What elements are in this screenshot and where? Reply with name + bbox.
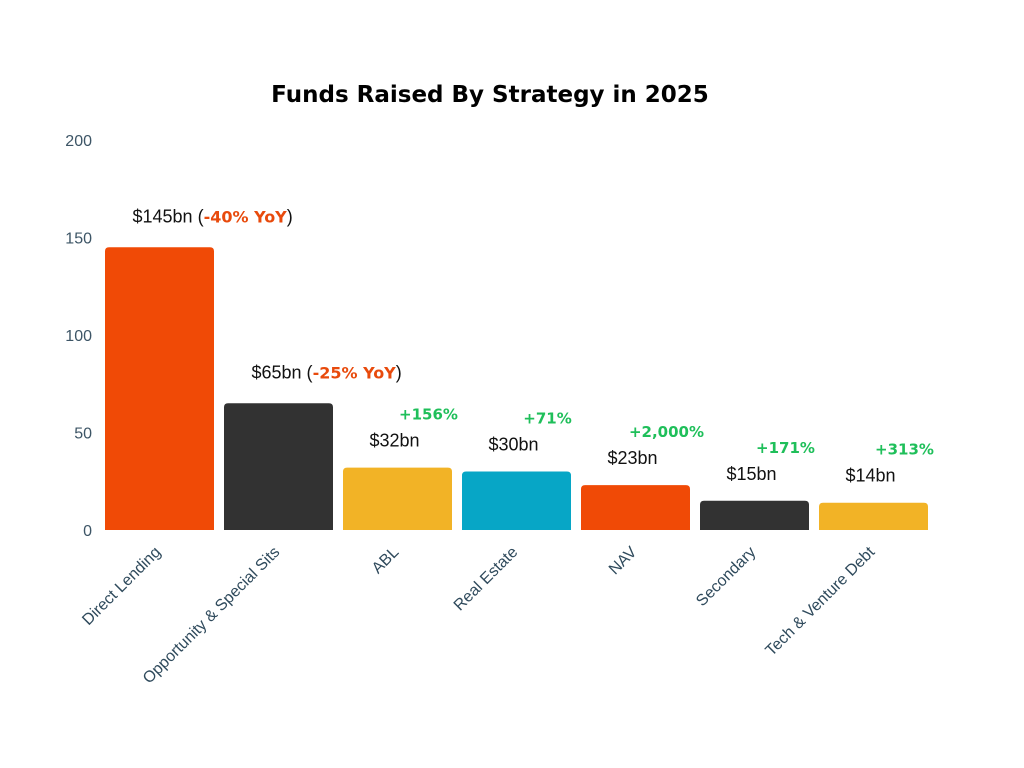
bar bbox=[700, 500, 809, 530]
value-label: $145bn (-40% YoY) bbox=[133, 206, 293, 226]
chart-title: Funds Raised By Strategy in 2025 bbox=[271, 82, 709, 108]
x-tick-label: Direct Lending bbox=[79, 544, 164, 629]
bars bbox=[105, 247, 928, 530]
y-tick-label: 50 bbox=[74, 426, 92, 443]
growth-label: +2,000% bbox=[629, 423, 704, 441]
y-tick-label: 100 bbox=[65, 328, 92, 345]
yoy-change: -25% YoY bbox=[313, 363, 397, 382]
value-label: $32bn bbox=[369, 431, 419, 451]
yoy-change: -40% YoY bbox=[204, 207, 288, 226]
value-label: $15bn bbox=[726, 464, 776, 484]
value-label: $14bn bbox=[845, 466, 895, 486]
bar bbox=[224, 403, 333, 530]
value-label: $65bn (-25% YoY) bbox=[252, 362, 402, 382]
y-tick-label: 200 bbox=[65, 133, 92, 150]
data-labels: $145bn (-40% YoY) $65bn (-25% YoY) $32bn $3… bbox=[133, 206, 934, 485]
growth-label: +171% bbox=[756, 439, 815, 457]
bar bbox=[343, 467, 452, 530]
y-tick-label: 150 bbox=[65, 231, 92, 248]
x-tick-label: Opportunity & Special Sits bbox=[140, 544, 283, 687]
x-tick-label: Tech & Venture Debt bbox=[763, 543, 879, 659]
x-tick-label: Real Estate bbox=[451, 544, 522, 615]
value-label: $30bn bbox=[488, 435, 538, 455]
y-axis: 0 50 100 150 200 bbox=[65, 133, 92, 540]
bar bbox=[581, 485, 690, 530]
bar bbox=[105, 247, 214, 530]
x-tick-label: NAV bbox=[606, 544, 641, 579]
growth-label: +71% bbox=[523, 410, 571, 428]
value-label: $23bn bbox=[607, 448, 657, 468]
y-tick-label: 0 bbox=[83, 523, 92, 540]
bar bbox=[819, 502, 928, 530]
x-tick-label: Secondary bbox=[693, 544, 759, 610]
bar bbox=[462, 471, 571, 530]
x-tick-label: ABL bbox=[369, 544, 402, 577]
growth-label: +156% bbox=[399, 406, 458, 424]
growth-label: +313% bbox=[875, 441, 934, 459]
